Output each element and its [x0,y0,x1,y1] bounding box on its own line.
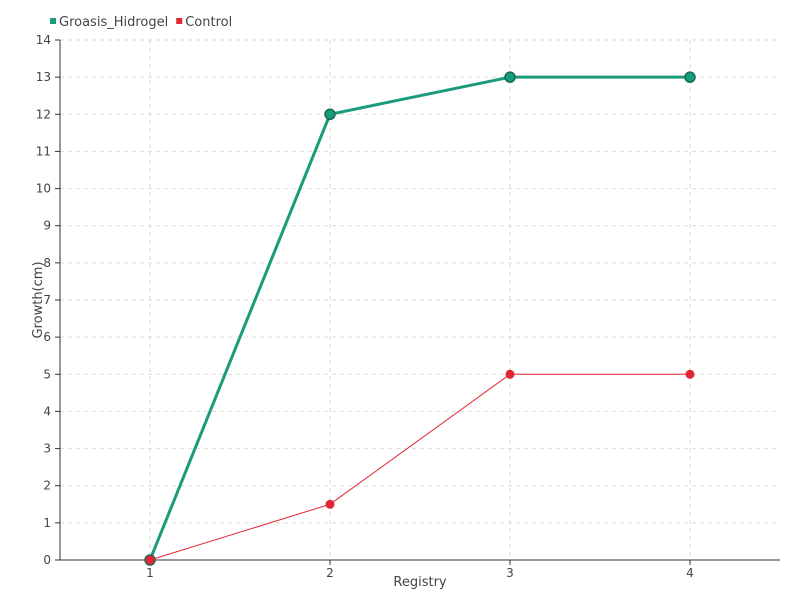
series-line-control [149,373,690,561]
y-axis-title: Growth(cm) [31,261,46,338]
y-tick-label: 8 [43,256,51,270]
y-tick-label: 11 [36,144,51,158]
legend-swatch [176,18,183,24]
legend-item-groasis-hidrogel[interactable]: Groasis_Hidrogel [50,15,168,30]
data-point[interactable] [324,108,336,121]
legend-label: Groasis_Hidrogel [59,15,168,30]
series-line-groasis-hidrogel [148,75,690,561]
y-tick-label: 10 [36,182,51,196]
data-point[interactable] [505,369,515,379]
x-tick-label: 2 [326,566,334,580]
y-tick-label: 7 [43,293,51,307]
x-tick-label: 4 [686,566,694,580]
y-tick-label: 14 [36,33,51,47]
y-tick-label: 1 [43,516,51,530]
y-tick-label: 9 [43,219,51,233]
x-axis-title: Registry [393,575,447,590]
data-point[interactable] [145,555,155,565]
legend[interactable]: Groasis_Hidrogel Control [50,15,232,30]
y-tick-label: 2 [43,479,51,493]
y-tick-label: 13 [36,70,51,84]
y-tick-label: 4 [43,404,51,418]
y-tick-label: 6 [43,330,51,344]
legend-item-control[interactable]: Control [176,15,232,30]
data-point[interactable] [685,369,695,379]
x-tick-label: 1 [146,566,154,580]
y-tick-label: 0 [43,553,51,567]
data-point[interactable] [504,71,516,83]
y-tick-label: 12 [36,107,51,121]
data-point[interactable] [325,499,335,509]
series [144,71,696,566]
y-tick-label: 3 [43,442,51,456]
legend-swatch [50,18,56,24]
x-tick-label: 3 [506,566,514,580]
y-tick-label: 5 [43,367,51,381]
legend-label: Control [185,15,232,30]
grid [60,39,780,560]
data-point[interactable] [684,71,696,83]
